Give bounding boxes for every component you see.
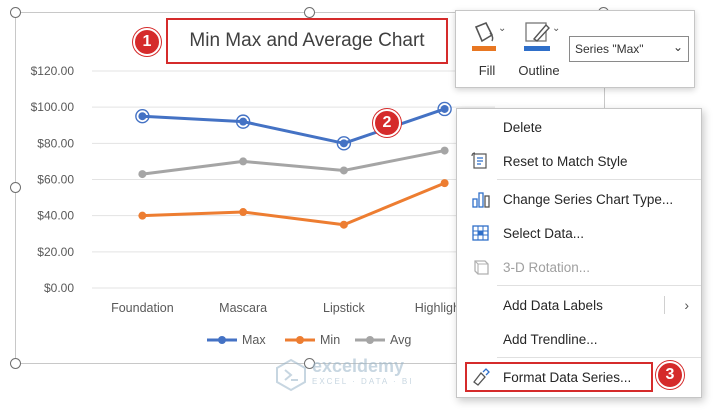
data-point-max <box>440 104 449 113</box>
legend-marker-max <box>218 336 226 344</box>
watermark-name: exceldemy <box>312 356 405 376</box>
resize-handle-top-left[interactable] <box>10 7 21 18</box>
menu-item-change-chart-type[interactable]: Change Series Chart Type... <box>457 184 701 214</box>
resize-handle-middle-left[interactable] <box>10 182 21 193</box>
format-series-icon <box>473 368 490 386</box>
menu-item-add-trendline[interactable]: Add Trendline... <box>457 324 701 354</box>
x-tick-label: Foundation <box>111 301 174 315</box>
watermark: exceldemy EXCEL · DATA · BI <box>274 356 444 396</box>
select-data-icon <box>472 225 489 241</box>
watermark-tagline: EXCEL · DATA · BI <box>312 377 414 386</box>
step-badge-2: 2 <box>373 109 401 137</box>
data-point-max <box>138 112 147 121</box>
y-tick-label: $120.00 <box>31 64 75 78</box>
menu-divider <box>664 296 665 314</box>
selected-point-marker <box>336 136 352 151</box>
menu-item-label: Change Series Chart Type... <box>503 191 674 207</box>
data-point-min <box>440 179 449 188</box>
step-badge-3: 3 <box>656 361 684 389</box>
y-tick-label: $80.00 <box>37 136 74 150</box>
menu-item-label: Add Trendline... <box>503 331 598 347</box>
fill-label: Fill <box>478 63 496 78</box>
selected-point-marker <box>437 101 452 117</box>
fill-button[interactable]: ⌄ Fill <box>462 19 512 83</box>
data-point-max <box>239 117 248 126</box>
menu-item-reset-style[interactable]: Reset to Match Style <box>457 146 701 176</box>
selected-point-marker <box>235 114 251 129</box>
outline-label: Outline <box>518 63 560 78</box>
data-point-avg <box>138 170 147 179</box>
chart-type-icon <box>472 192 490 208</box>
rotation-icon <box>474 260 489 275</box>
data-point-min <box>239 208 248 217</box>
step-badge-1: 1 <box>133 28 161 56</box>
reset-style-icon <box>471 152 487 169</box>
menu-item-label: 3-D Rotation... <box>503 259 591 275</box>
selected-point-marker <box>135 109 150 124</box>
series-selector-value: Series "Max" <box>575 42 644 56</box>
menu-item-label: Add Data Labels <box>503 297 603 313</box>
data-point-min <box>339 220 348 229</box>
pen-outline-icon: ⌄ <box>524 22 560 51</box>
legend-marker-avg <box>366 336 374 344</box>
legend-label-min: Min <box>320 333 340 347</box>
legend-marker-min <box>296 336 304 344</box>
menu-separator <box>497 285 701 286</box>
menu-item-3d-rotation: 3-D Rotation... <box>457 252 701 282</box>
x-tick-label: Mascara <box>219 301 267 315</box>
y-tick-label: $100.00 <box>31 100 75 114</box>
series-line-avg <box>142 149 445 176</box>
y-tick-label: $60.00 <box>37 173 74 187</box>
svg-text:⌄: ⌄ <box>498 23 506 34</box>
watermark-logo-icon <box>276 358 306 392</box>
menu-item-label: Delete <box>503 119 543 135</box>
data-point-min <box>138 211 147 220</box>
menu-item-delete[interactable]: Delete <box>457 112 701 142</box>
chart-title[interactable]: Min Max and Average Chart <box>166 18 448 64</box>
y-tick-label: $40.00 <box>37 209 74 223</box>
data-point-avg <box>440 146 449 155</box>
data-point-max <box>339 139 348 148</box>
data-point-avg <box>239 157 248 166</box>
menu-item-format-data-series[interactable]: Format Data Series... <box>465 362 653 392</box>
y-tick-label: $0.00 <box>44 281 74 295</box>
format-mini-toolbar: ⌄ Fill ⌄ Outline Series "Max" ⌄ <box>455 10 695 88</box>
series-line-min <box>142 181 446 227</box>
menu-item-select-data[interactable]: Select Data... <box>457 218 701 248</box>
menu-separator <box>497 357 701 358</box>
menu-item-label: Reset to Match Style <box>503 153 628 169</box>
svg-text:⌄: ⌄ <box>552 23 560 34</box>
resize-handle-bottom-left[interactable] <box>10 358 21 369</box>
resize-handle-top-middle[interactable] <box>304 7 315 18</box>
paint-bucket-icon: ⌄ <box>472 21 506 51</box>
context-menu: Delete Reset to Match Style Change Serie… <box>456 108 702 398</box>
series-selector[interactable]: Series "Max" ⌄ <box>569 36 689 62</box>
resize-handle-bottom-middle[interactable] <box>304 358 315 369</box>
x-tick-label: Lipstick <box>323 301 365 315</box>
menu-item-label: Format Data Series... <box>503 369 632 385</box>
chevron-right-icon[interactable]: › <box>684 297 689 313</box>
data-point-avg <box>339 166 348 175</box>
menu-item-label: Select Data... <box>503 225 585 241</box>
outline-button[interactable]: ⌄ Outline <box>514 19 564 83</box>
legend-label-avg: Avg <box>390 333 411 347</box>
legend-label-max: Max <box>242 333 266 347</box>
menu-item-add-data-labels[interactable]: Add Data Labels › <box>457 290 701 320</box>
chevron-down-icon: ⌄ <box>672 40 683 54</box>
y-tick-label: $20.00 <box>37 245 74 259</box>
menu-separator <box>497 179 701 180</box>
